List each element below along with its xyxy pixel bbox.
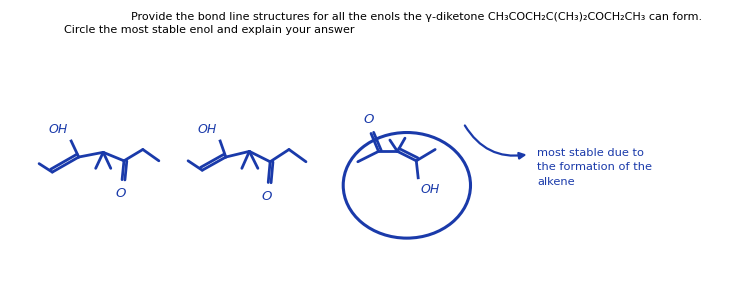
Text: most stable due to
the formation of the
alkene: most stable due to the formation of the …: [537, 147, 652, 187]
Text: OH: OH: [197, 123, 216, 136]
Text: O: O: [261, 190, 271, 203]
Text: Circle the most stable enol and explain your answer: Circle the most stable enol and explain …: [64, 25, 354, 35]
Text: Provide the bond line structures for all the enols the γ-diketone CH₃COCH₂C(CH₃): Provide the bond line structures for all…: [131, 12, 702, 22]
Text: OH: OH: [48, 123, 67, 136]
Text: O: O: [364, 113, 374, 126]
Text: O: O: [115, 187, 125, 200]
Text: OH: OH: [420, 183, 439, 197]
